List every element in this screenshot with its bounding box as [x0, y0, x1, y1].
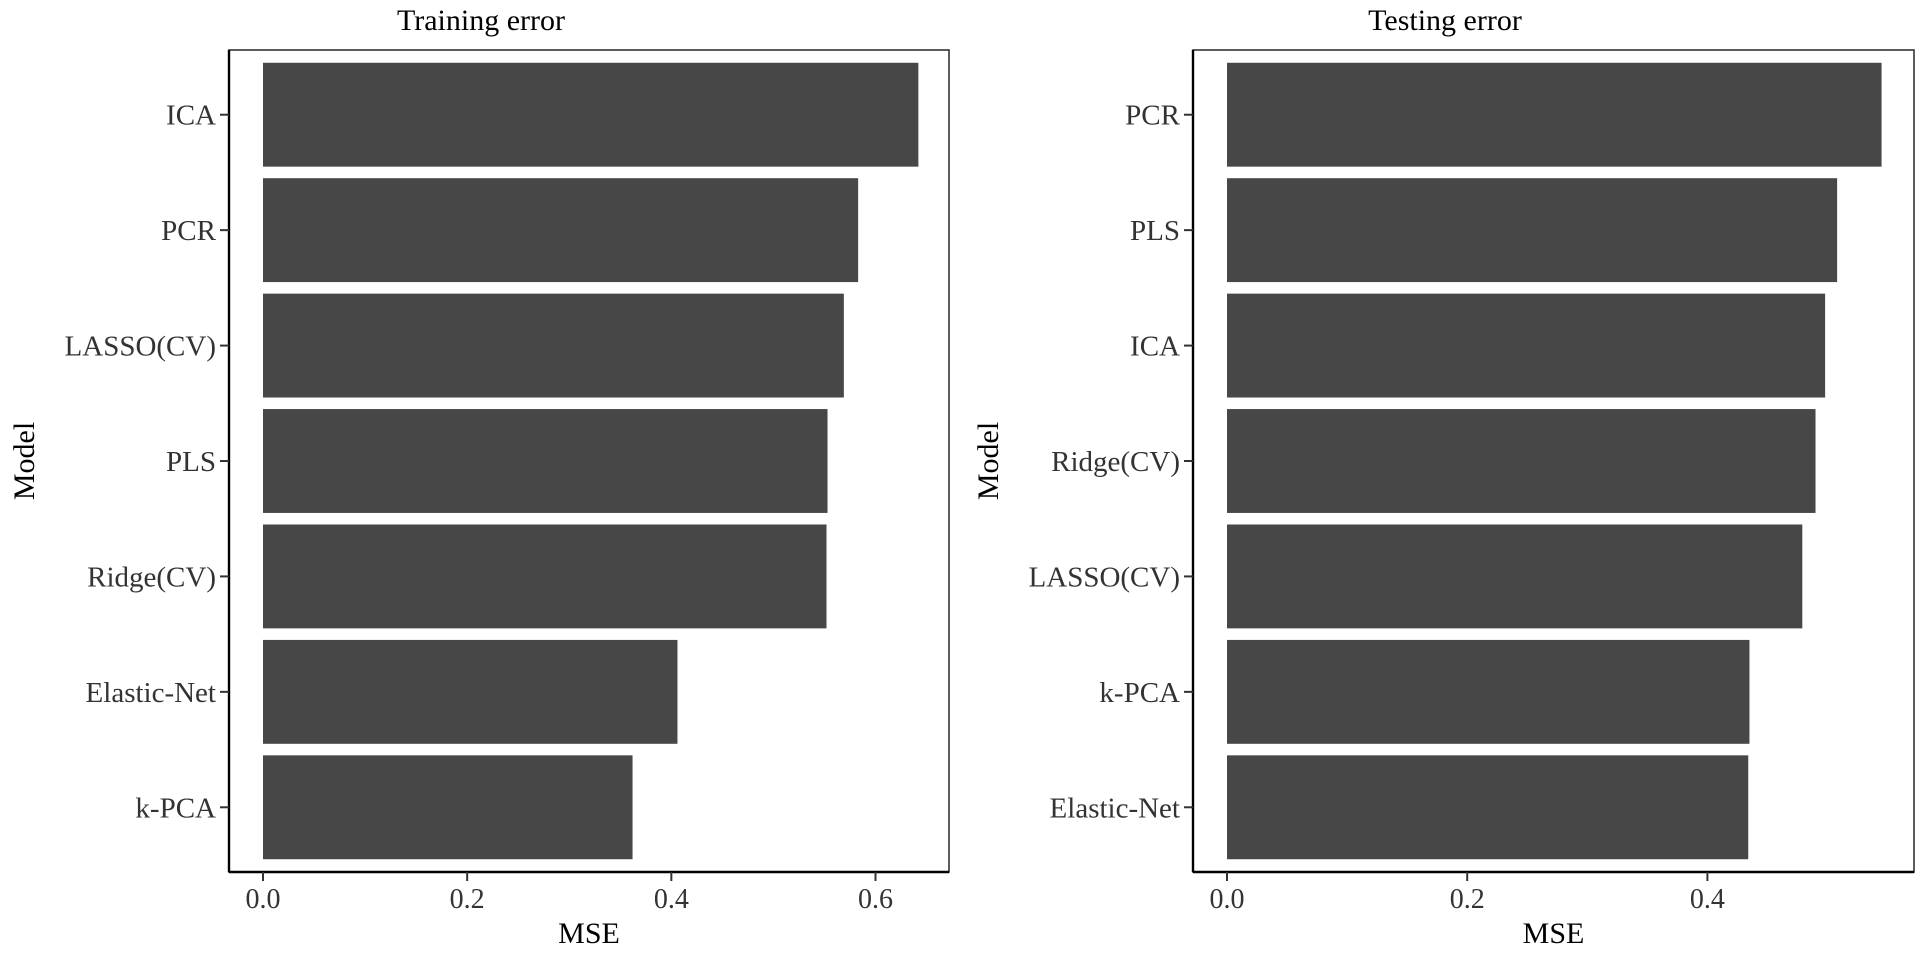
bar-lasso-cv — [1227, 524, 1803, 629]
y-tick-label-lasso-cv: LASSO(CV) — [65, 331, 216, 363]
chart-title: Testing error — [1368, 4, 1522, 37]
y-tick-label-ridge-cv: Ridge(CV) — [87, 561, 216, 593]
x-tick-label: 0.4 — [654, 884, 689, 915]
y-axis-title: Model — [972, 422, 1005, 500]
y-tick-label-pls: PLS — [166, 446, 216, 478]
y-tick-label-pcr: PCR — [161, 215, 216, 247]
x-tick-label: 0.0 — [246, 884, 281, 915]
panel-testing-error: Testing error PCR PLS ICA Ridge(CV) LASSO(CV)… — [972, 4, 1915, 950]
bar-pcr — [1227, 62, 1882, 167]
y-tick-label-elastic-net: Elastic-Net — [1050, 792, 1180, 824]
x-axis-title: MSE — [1523, 917, 1585, 950]
y-tick-label-k-pca: k-PCA — [1099, 677, 1180, 709]
y-tick-label-pls: PLS — [1130, 215, 1180, 247]
y-tick-label-pcr: PCR — [1125, 100, 1180, 132]
x-tick-label: 0.4 — [1690, 884, 1725, 915]
bar-pls — [263, 409, 828, 513]
x-tick-label: 0.2 — [450, 884, 485, 915]
bar-pcr — [263, 178, 859, 283]
x-tick-label: 0.0 — [1210, 884, 1245, 915]
x-axis-title: MSE — [558, 917, 620, 950]
bar-ica — [263, 62, 919, 167]
y-tick-label-k-pca: k-PCA — [135, 792, 216, 824]
x-tick-label: 0.6 — [858, 884, 893, 915]
bar-elastic-net — [1227, 755, 1749, 860]
bar-k-pca — [263, 755, 633, 860]
bar-lasso-cv — [263, 293, 844, 398]
bar-ica — [1227, 293, 1826, 398]
panel-training-error: Training error ICA PCR LASSO(CV) PLS Ridge(CV… — [8, 4, 950, 950]
bar-ridge-cv — [263, 524, 827, 629]
y-tick-label-ica: ICA — [1130, 331, 1180, 363]
bar-pls — [1227, 178, 1838, 283]
y-tick-label-lasso-cv: LASSO(CV) — [1029, 561, 1180, 593]
y-axis-title: Model — [8, 422, 41, 500]
chart-title: Training error — [397, 4, 565, 37]
y-tick-label-elastic-net: Elastic-Net — [86, 677, 216, 709]
bar-elastic-net — [263, 639, 678, 744]
x-tick-label: 0.2 — [1450, 884, 1485, 915]
bar-k-pca — [1227, 639, 1750, 744]
y-tick-label-ridge-cv: Ridge(CV) — [1051, 446, 1180, 478]
y-tick-label-ica: ICA — [166, 100, 216, 132]
bar-ridge-cv — [1227, 409, 1816, 513]
